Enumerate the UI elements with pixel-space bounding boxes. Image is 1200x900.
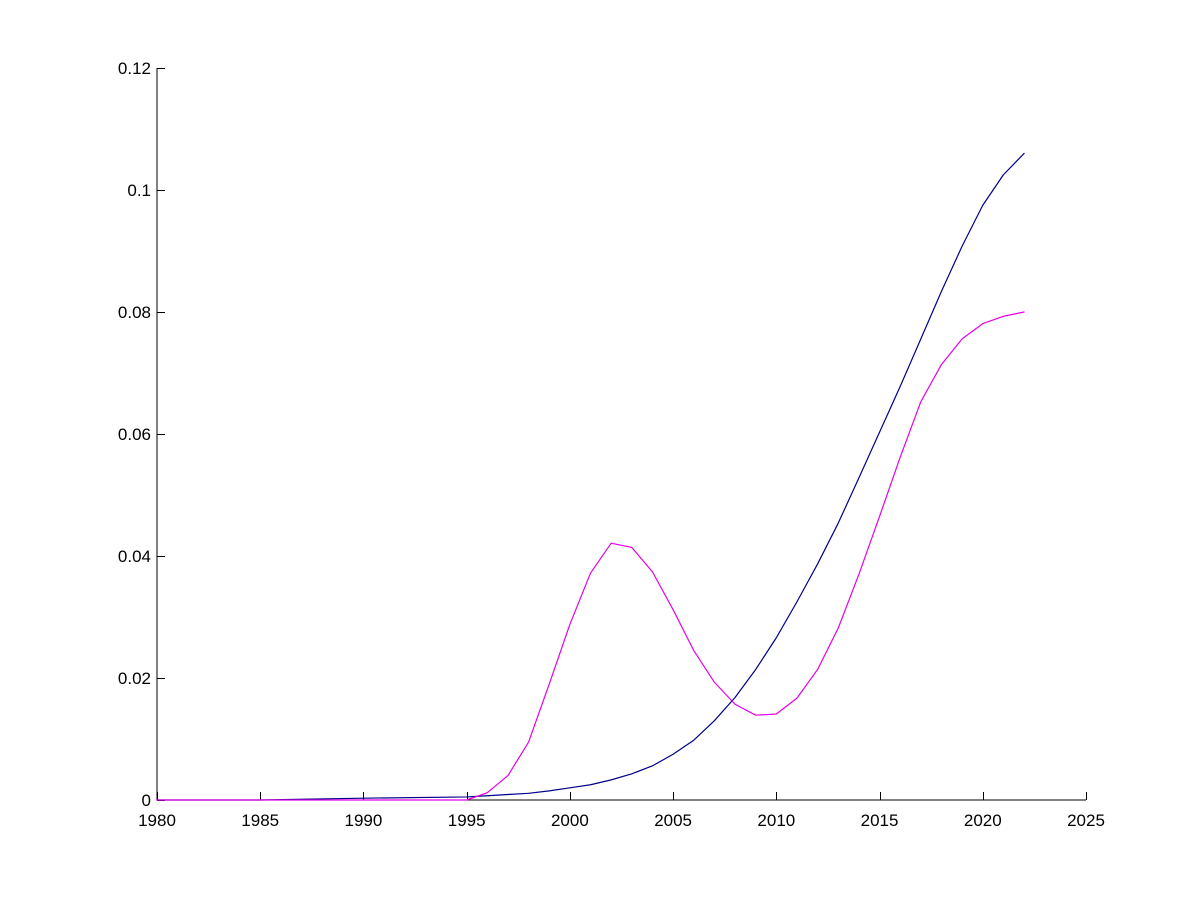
y-tick-label: 0.12 <box>118 59 151 78</box>
x-tick-label: 2015 <box>861 811 899 830</box>
y-tick-label: 0.02 <box>118 669 151 688</box>
y-tick-label: 0.04 <box>118 547 151 566</box>
y-tick-label: 0.06 <box>118 425 151 444</box>
plot-area <box>156 152 1025 801</box>
x-tick-label: 1985 <box>241 811 279 830</box>
x-tick-label: 2005 <box>654 811 692 830</box>
axes: 1980 1985 1990 1995 2000 2005 2010 2015 2020 2025… <box>118 59 1105 830</box>
x-tick-label: 2025 <box>1067 811 1105 830</box>
series-line-1 <box>156 152 1025 801</box>
x-tick-label: 2000 <box>551 811 589 830</box>
y-tick-label: 0.1 <box>127 181 151 200</box>
x-tick-label: 1980 <box>138 811 176 830</box>
x-tick-label: 1990 <box>345 811 383 830</box>
y-tick-label: 0.08 <box>118 303 151 322</box>
x-tick-label: 2010 <box>757 811 795 830</box>
series-line-2 <box>156 311 1025 801</box>
x-tick-label: 2020 <box>964 811 1002 830</box>
x-tick-label: 1995 <box>448 811 486 830</box>
y-tick-label: 0 <box>142 791 151 810</box>
